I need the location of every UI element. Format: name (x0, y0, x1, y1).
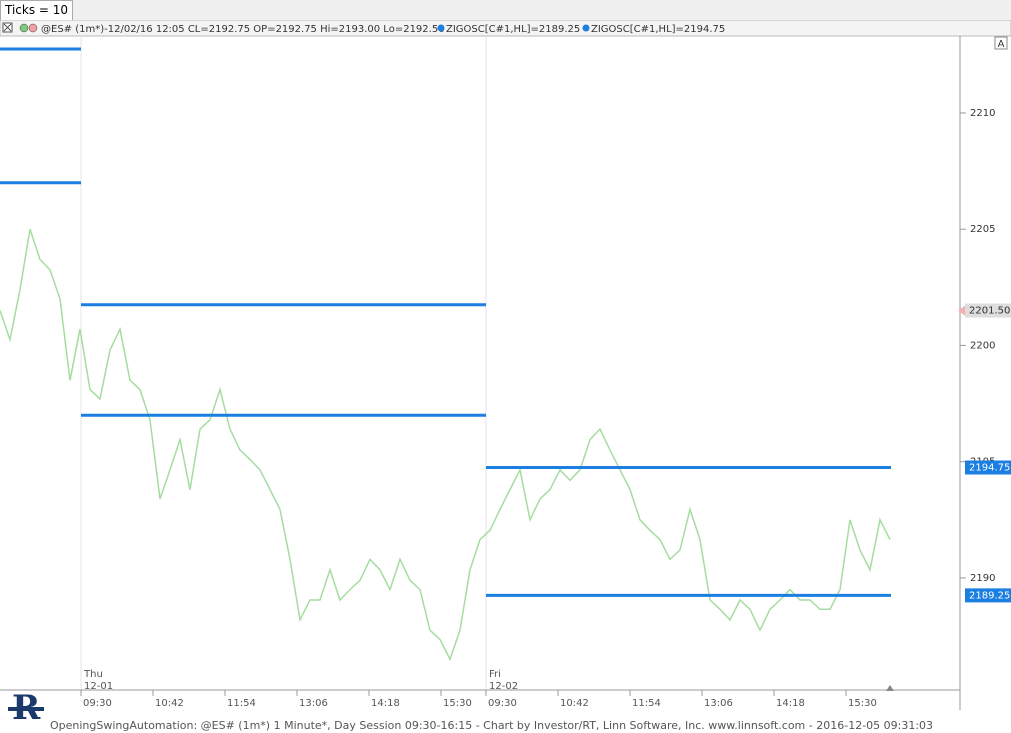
footer-text: OpeningSwingAutomation: @ES# (1m*) 1 Min… (50, 719, 933, 732)
x-tick-label: 10:42 (560, 698, 589, 709)
session-date: 12-02 (489, 681, 518, 692)
session-date: 12-01 (84, 681, 113, 692)
x-tick-label: 15:30 (443, 698, 472, 709)
x-tick-label: 09:30 (488, 698, 517, 709)
status-dot (19, 23, 29, 33)
y-tick-label: 2190 (970, 573, 995, 584)
level-price-label: 2194.75 (969, 463, 1010, 474)
x-tick-label: 09:30 (83, 698, 112, 709)
indicator-text: ZIGOSC[C#1,HL]=2194.75 (591, 24, 725, 35)
close-icon (3, 23, 12, 32)
y-tick-label: 2210 (970, 108, 995, 119)
header-text: @ES# (1m*)-12/02/16 12:05 CL=2192.75 OP=… (41, 24, 445, 35)
indicator-dot (437, 24, 445, 32)
x-tick-label: 13:06 (299, 698, 328, 709)
ticks-button[interactable]: Ticks = 10 (0, 0, 74, 21)
plot-area (0, 36, 891, 690)
x-tick-label: 13:06 (704, 698, 733, 709)
x-tick-label: 14:18 (776, 698, 805, 709)
logo: R (8, 688, 44, 728)
level-price-label: 2189.25 (969, 590, 1010, 601)
session-day: Thu (83, 669, 103, 680)
level-price-box (965, 460, 1011, 475)
x-tick-label: 15:30 (848, 698, 877, 709)
toolbar: Ticks = 10 (0, 0, 1011, 21)
x-tick-label: 11:54 (227, 698, 256, 709)
logo-bar (8, 707, 44, 711)
x-tick-label: 11:54 (632, 698, 661, 709)
scroll-marker (886, 685, 894, 691)
scale-button-label: A (998, 39, 1005, 50)
chart: @ES# (1m*)-12/02/16 12:05 CL=2192.75 OP=… (0, 20, 1011, 732)
y-tick-label: 2205 (970, 224, 995, 235)
x-tick-label: 14:18 (371, 698, 400, 709)
indicator-text: ZIGOSC[C#1,HL]=2189.25 (446, 24, 580, 35)
y-tick-label: 2200 (970, 340, 995, 351)
status-dot (28, 23, 38, 33)
scale-button[interactable] (994, 36, 1008, 50)
price-marker-box (965, 303, 1011, 318)
session-day: Fri (489, 669, 501, 680)
x-tick-label: 10:42 (155, 698, 184, 709)
indicator-dot (582, 24, 590, 32)
header-bar (0, 20, 1011, 37)
price-marker-label: 2201.50 (969, 306, 1010, 317)
price-marker-arrow (958, 305, 965, 316)
level-price-box (965, 588, 1011, 603)
